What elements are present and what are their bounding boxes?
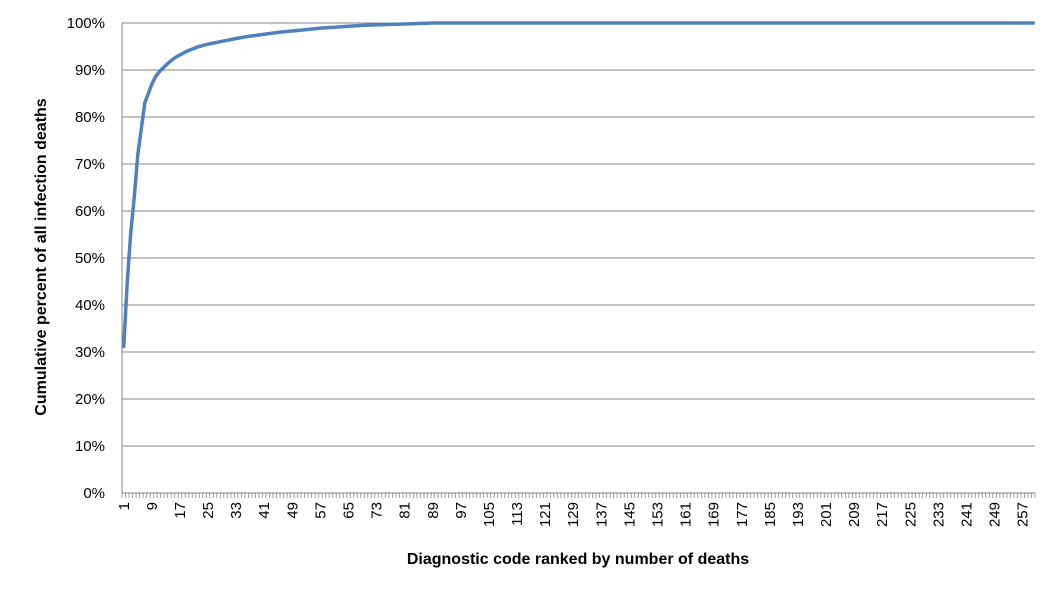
x-tick-label: 169 bbox=[706, 502, 723, 527]
y-axis-title: Cumulative percent of all infection deat… bbox=[33, 98, 50, 415]
x-tick-label: 241 bbox=[959, 502, 976, 527]
x-tick-labels: 1 9 17 25 33 41 49 57 65 73 81 89 97 105 113 121 129 137 1… bbox=[116, 502, 1032, 527]
y-tick-label: 40% bbox=[75, 297, 105, 314]
x-tick-label: 113 bbox=[509, 502, 526, 526]
y-tick-label: 90% bbox=[75, 62, 105, 79]
x-tick-label: 73 bbox=[369, 502, 386, 519]
x-tick-label: 201 bbox=[818, 502, 835, 527]
x-tick-label: 137 bbox=[593, 502, 610, 527]
x-tick-label: 249 bbox=[987, 502, 1004, 527]
x-tick-label: 121 bbox=[537, 502, 554, 527]
y-tick-label: 60% bbox=[75, 203, 105, 220]
x-tick-label: 257 bbox=[1015, 502, 1032, 527]
x-tick-label: 49 bbox=[284, 502, 301, 519]
x-tick-label: 97 bbox=[453, 502, 470, 519]
x-tick-label: 25 bbox=[200, 502, 217, 519]
x-tick-label: 33 bbox=[228, 502, 245, 519]
x-axis-title: Diagnostic code ranked by number of deat… bbox=[407, 551, 749, 568]
x-ticks bbox=[121, 493, 1036, 498]
y-tick-label: 70% bbox=[75, 156, 105, 173]
y-tick-label: 0% bbox=[83, 485, 105, 502]
y-tick-label: 50% bbox=[75, 250, 105, 267]
x-tick-label: 153 bbox=[650, 502, 667, 527]
x-tick-label: 81 bbox=[397, 502, 414, 519]
y-tick-labels: 0% 10% 20% 30% 40% 50% 60% 70% 80% 90% 100% bbox=[67, 15, 105, 502]
x-tick-label: 105 bbox=[481, 502, 498, 527]
x-tick-label: 57 bbox=[312, 502, 329, 519]
y-tick-label: 10% bbox=[75, 438, 105, 455]
y-tick-label: 30% bbox=[75, 344, 105, 361]
x-tick-label: 1 bbox=[116, 502, 133, 510]
x-tick-label: 89 bbox=[425, 502, 442, 519]
x-tick-label: 145 bbox=[621, 502, 638, 527]
x-tick-label: 17 bbox=[172, 502, 189, 519]
x-tick-label: 225 bbox=[902, 502, 919, 527]
x-tick-label: 217 bbox=[874, 502, 891, 527]
x-tick-label: 41 bbox=[256, 502, 273, 519]
x-tick-label: 9 bbox=[144, 502, 161, 510]
x-tick-label: 209 bbox=[846, 502, 863, 527]
x-tick-label: 65 bbox=[340, 502, 357, 519]
x-tick-label: 177 bbox=[734, 502, 751, 527]
x-tick-label: 129 bbox=[565, 502, 582, 527]
y-tick-label: 80% bbox=[75, 109, 105, 126]
series-line bbox=[122, 21, 1035, 349]
x-tick-label: 185 bbox=[762, 502, 779, 527]
x-tick-label: 233 bbox=[930, 502, 947, 527]
x-tick-label: 193 bbox=[790, 502, 807, 527]
y-tick-label: 20% bbox=[75, 391, 105, 408]
y-tick-label: 100% bbox=[67, 15, 105, 32]
x-tick-label: 161 bbox=[678, 502, 695, 527]
